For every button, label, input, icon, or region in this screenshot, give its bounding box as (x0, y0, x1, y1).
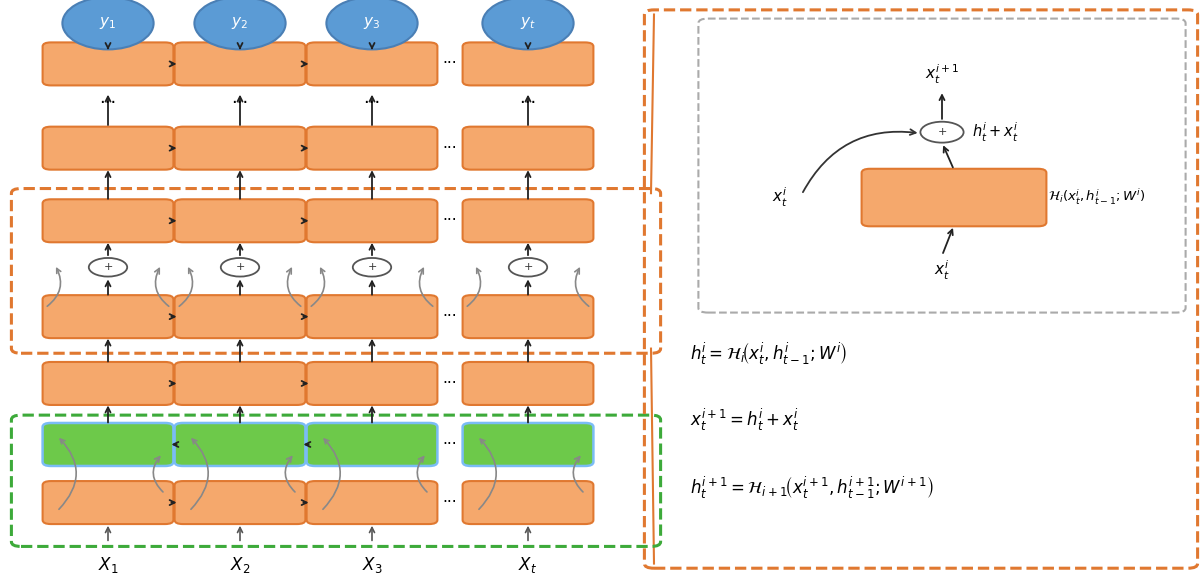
Text: $x_t^{i+1}$: $x_t^{i+1}$ (925, 63, 959, 85)
Text: $x_t^i$: $x_t^i$ (934, 259, 950, 282)
FancyBboxPatch shape (175, 199, 305, 242)
FancyBboxPatch shape (307, 423, 437, 466)
Text: $y_3$: $y_3$ (364, 15, 380, 31)
Text: $x_t^i$: $x_t^i$ (772, 186, 788, 209)
FancyBboxPatch shape (307, 481, 437, 524)
FancyBboxPatch shape (43, 127, 173, 170)
FancyBboxPatch shape (43, 295, 173, 338)
Text: $h_t^i + x_t^i$: $h_t^i + x_t^i$ (972, 121, 1019, 144)
FancyBboxPatch shape (43, 42, 173, 85)
FancyBboxPatch shape (43, 481, 173, 524)
Text: ···: ··· (520, 94, 536, 112)
Text: ···: ··· (443, 376, 457, 391)
Ellipse shape (194, 0, 286, 49)
Text: $x_t^{i+1} = h_t^i + x_t^i$: $x_t^{i+1} = h_t^i + x_t^i$ (690, 407, 799, 433)
Text: $\mathcal{H}_i(x_t^i, h_{t-1}^i; W^i)$: $\mathcal{H}_i(x_t^i, h_{t-1}^i; W^i)$ (1048, 188, 1145, 207)
Text: +: + (523, 262, 533, 272)
Text: $X_3$: $X_3$ (361, 555, 383, 575)
Ellipse shape (482, 0, 574, 49)
FancyBboxPatch shape (175, 362, 305, 405)
Text: $y_2$: $y_2$ (232, 15, 248, 31)
FancyBboxPatch shape (463, 127, 593, 170)
FancyBboxPatch shape (307, 295, 437, 338)
FancyBboxPatch shape (43, 362, 173, 405)
Text: ···: ··· (443, 309, 457, 324)
Text: $X_2$: $X_2$ (230, 555, 250, 575)
FancyBboxPatch shape (307, 199, 437, 242)
Text: ···: ··· (100, 94, 116, 112)
FancyBboxPatch shape (463, 199, 593, 242)
Text: +: + (103, 262, 113, 272)
Text: ···: ··· (443, 495, 457, 510)
Text: +: + (367, 262, 377, 272)
FancyBboxPatch shape (43, 199, 173, 242)
Ellipse shape (326, 0, 418, 49)
Ellipse shape (62, 0, 154, 49)
FancyBboxPatch shape (307, 362, 437, 405)
FancyBboxPatch shape (307, 127, 437, 170)
FancyBboxPatch shape (862, 168, 1046, 226)
FancyBboxPatch shape (463, 423, 593, 466)
FancyBboxPatch shape (463, 295, 593, 338)
FancyBboxPatch shape (463, 481, 593, 524)
Text: $h_t^i = \mathcal{H}_i\!\left(x_t^i, h_{t-1}^i; W^i\right)$: $h_t^i = \mathcal{H}_i\!\left(x_t^i, h_{… (690, 340, 847, 366)
FancyBboxPatch shape (307, 42, 437, 85)
FancyBboxPatch shape (175, 42, 305, 85)
Text: $X_1$: $X_1$ (97, 555, 119, 575)
FancyBboxPatch shape (175, 481, 305, 524)
FancyBboxPatch shape (175, 423, 305, 466)
Text: $y_1$: $y_1$ (100, 15, 116, 31)
Text: ···: ··· (364, 94, 380, 112)
Text: +: + (235, 262, 245, 272)
Text: $y_t$: $y_t$ (520, 15, 536, 31)
Text: ···: ··· (443, 56, 457, 71)
Text: $h_t^{i+1} = \mathcal{H}_{i+1}\!\left(x_t^{i+1}, h_{t-1}^{i+1}; W^{i+1}\right)$: $h_t^{i+1} = \mathcal{H}_{i+1}\!\left(x_… (690, 474, 934, 500)
Text: ···: ··· (232, 94, 248, 112)
Text: $X_t$: $X_t$ (518, 555, 538, 575)
FancyBboxPatch shape (175, 295, 305, 338)
Text: ···: ··· (443, 437, 457, 452)
Text: ···: ··· (443, 213, 457, 228)
FancyBboxPatch shape (43, 423, 173, 466)
Text: +: + (937, 127, 947, 137)
Text: ···: ··· (443, 141, 457, 156)
FancyBboxPatch shape (463, 362, 593, 405)
FancyBboxPatch shape (463, 42, 593, 85)
FancyBboxPatch shape (175, 127, 305, 170)
